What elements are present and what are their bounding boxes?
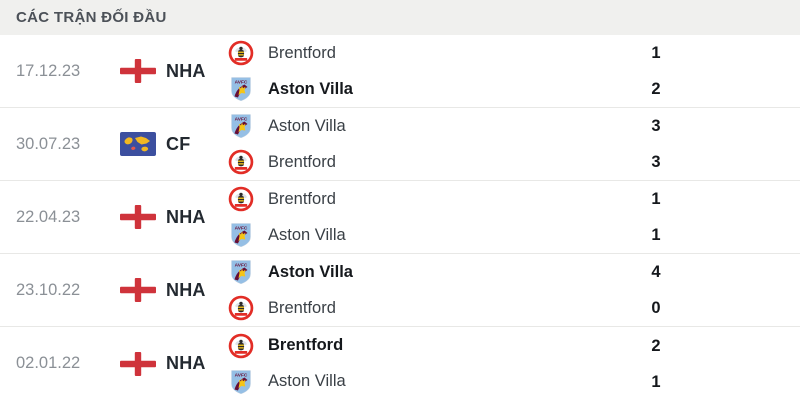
england-flag-icon [120,351,156,376]
team-name: Brentford [268,152,336,171]
team-score: 1 [651,190,661,208]
match-date: 30.07.23 [16,134,81,153]
team-score: 1 [651,372,661,391]
match-row[interactable]: 30.07.23 CF AVFC Aston Villa [0,108,800,181]
svg-text:AVFC: AVFC [235,262,248,268]
team-score: 2 [651,336,661,355]
svg-text:AVFC: AVFC [235,116,248,122]
world-flag-icon [120,132,156,156]
scores: 1 1 [642,182,670,252]
team-name: Brentford [268,43,336,62]
team-line[interactable]: AVFC Aston Villa [228,109,642,143]
england-flag-icon [120,278,156,302]
england-flag-icon [120,205,156,229]
teams: Brentford AVFC Aston Villa [228,182,642,252]
match-date: 22.04.23 [16,207,81,226]
team-name: Aston Villa [268,116,346,135]
aston-villa-logo-icon: AVFC [228,222,254,248]
competition: NHA [112,205,228,229]
section-header: CÁC TRẬN ĐỐI ĐẦU [0,0,800,35]
team-name: Aston Villa [268,79,353,98]
aston-villa-logo-icon: AVFC [228,259,254,285]
team-score: 4 [651,263,661,281]
team-name: Brentford [268,189,336,208]
scores: 3 3 [642,109,670,179]
match-row[interactable]: 02.01.22 NHA Brentford AVFC [0,327,800,400]
match-date: 17.12.23 [16,61,81,80]
competition-code: NHA [166,60,206,81]
scores: 2 1 [642,329,670,399]
match-row[interactable]: 17.12.23 NHA Brentford AVFC [0,35,800,108]
team-score: 0 [651,299,661,317]
match-row[interactable]: 22.04.23 NHA Brentford AVFC [0,181,800,254]
team-line[interactable]: AVFC Aston Villa [228,218,642,252]
competition-code: NHA [166,353,206,373]
svg-text:AVFC: AVFC [235,372,248,378]
teams: Brentford AVFC Aston Villa [228,329,642,399]
match-date: 02.01.22 [16,354,81,372]
match-date: 23.10.22 [16,280,81,299]
brentford-logo-icon [228,186,254,212]
teams: AVFC Aston Villa Brentford [228,109,642,179]
competition-code: CF [166,133,191,154]
team-line[interactable]: Brentford [228,291,642,325]
team-name: Brentford [268,298,336,317]
scores: 1 2 [642,36,670,106]
team-score: 3 [651,117,661,135]
match-list: 17.12.23 NHA Brentford AVFC [0,35,800,400]
team-name: Aston Villa [268,372,346,390]
team-name: Brentford [268,336,344,354]
team-score: 2 [651,80,661,98]
team-name: Aston Villa [268,225,346,244]
teams: AVFC Aston Villa Brentford [228,255,642,325]
scores: 4 0 [642,255,670,325]
brentford-logo-icon [228,333,254,359]
team-score: 1 [651,44,661,62]
team-line[interactable]: Brentford [228,36,642,70]
competition: CF [112,132,228,156]
competition-code: NHA [166,279,206,300]
competition: NHA [112,351,228,376]
team-line[interactable]: Brentford [228,145,642,179]
team-line[interactable]: Brentford [228,329,642,363]
team-line[interactable]: AVFC Aston Villa [228,255,642,289]
england-flag-icon [120,59,156,83]
section-title: CÁC TRẬN ĐỐI ĐẦU [16,9,167,26]
team-score: 1 [651,226,661,244]
team-name: Aston Villa [268,262,353,281]
team-score: 3 [651,153,661,171]
team-line[interactable]: AVFC Aston Villa [228,365,642,399]
brentford-logo-icon [228,149,254,175]
brentford-logo-icon [228,295,254,321]
team-line[interactable]: Brentford [228,182,642,216]
svg-text:AVFC: AVFC [235,225,248,231]
team-line[interactable]: AVFC Aston Villa [228,72,642,106]
competition-code: NHA [166,206,206,227]
aston-villa-logo-icon: AVFC [228,76,254,102]
competition: NHA [112,59,228,83]
match-row[interactable]: 23.10.22 NHA AVFC Aston Villa [0,254,800,327]
competition: NHA [112,278,228,302]
svg-text:AVFC: AVFC [235,79,248,85]
aston-villa-logo-icon: AVFC [228,369,254,395]
brentford-logo-icon [228,40,254,66]
teams: Brentford AVFC Aston Villa [228,36,642,106]
aston-villa-logo-icon: AVFC [228,113,254,139]
